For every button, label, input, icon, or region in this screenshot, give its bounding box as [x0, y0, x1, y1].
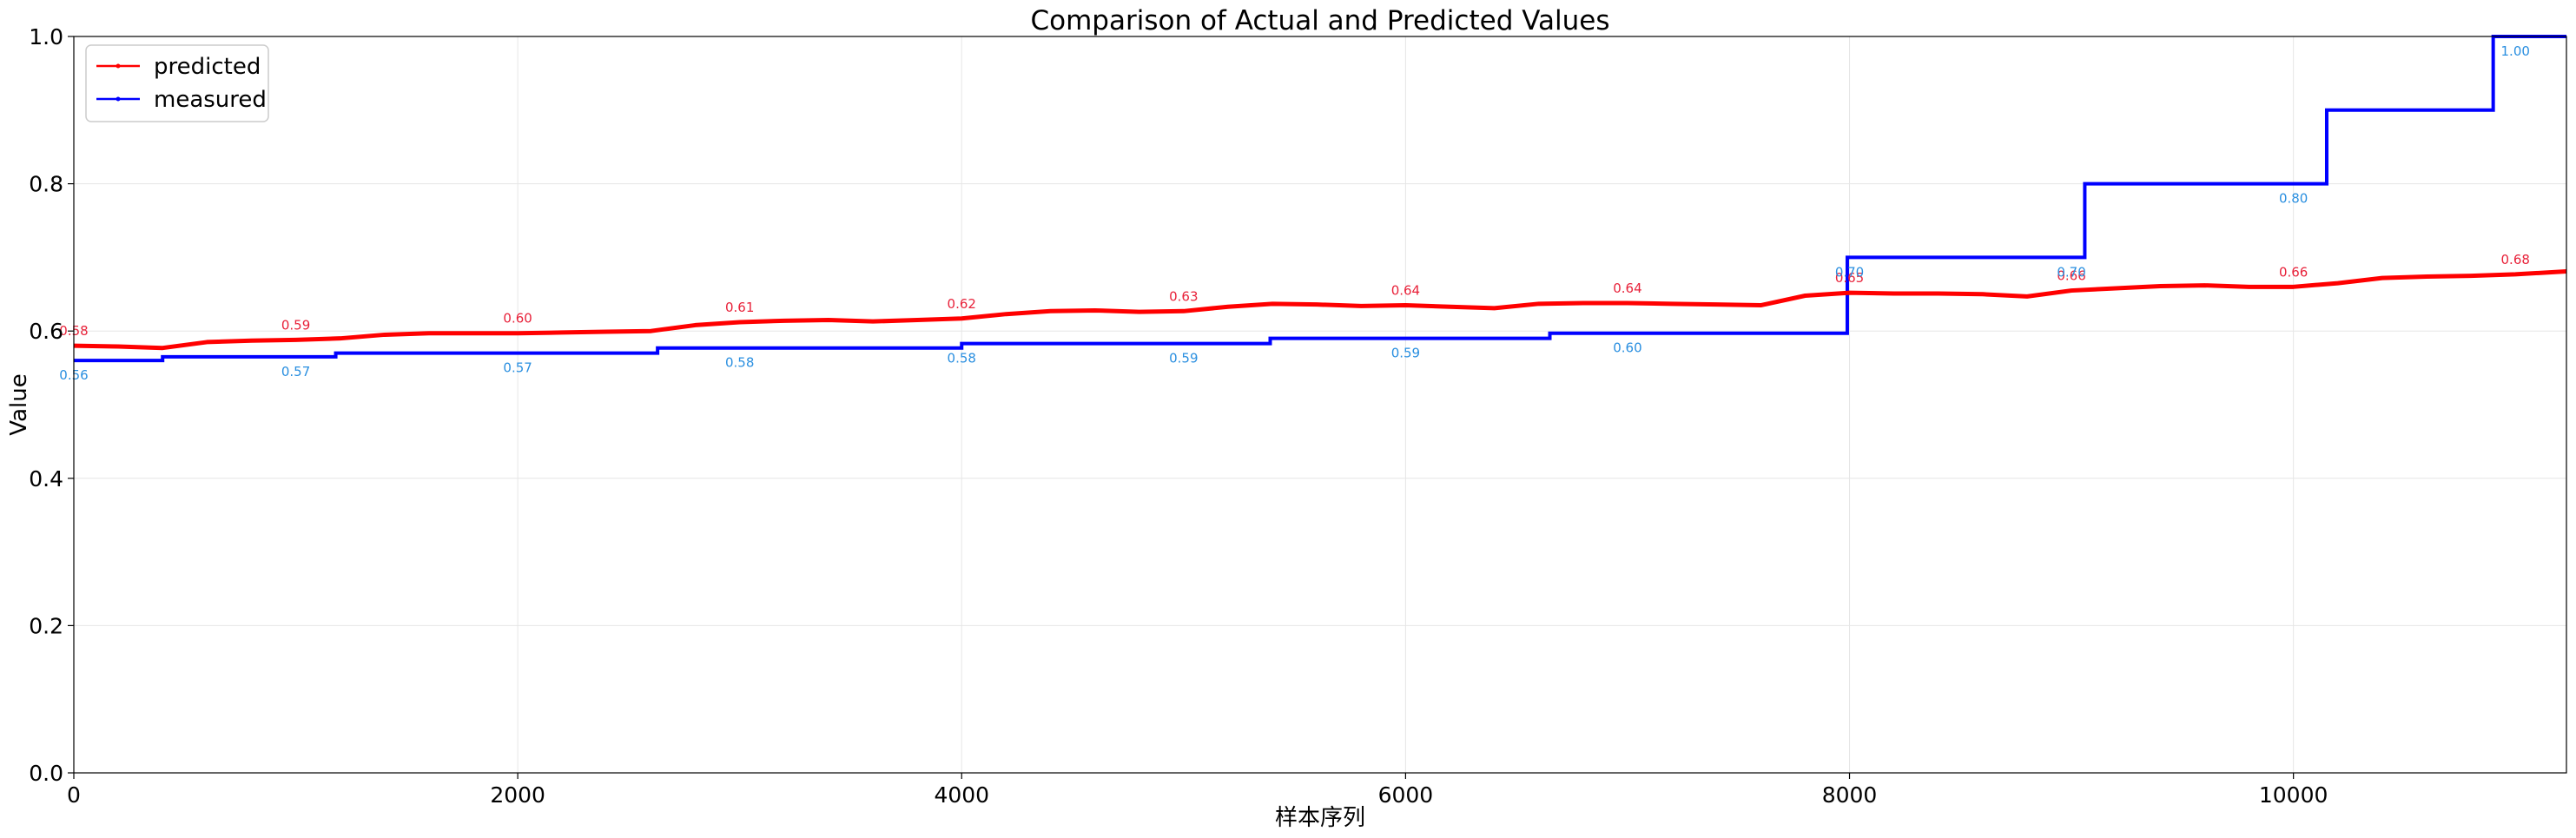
measured-data-label: 0.60 [1613, 340, 1641, 356]
y-tick-label: 1.0 [29, 24, 63, 49]
predicted-data-label: 0.65 [1835, 270, 1864, 286]
measured-data-label: 0.59 [1169, 351, 1198, 366]
predicted-data-label: 0.64 [1391, 283, 1420, 299]
measured-data-label: 0.70 [1835, 264, 1864, 280]
predicted-data-label: 0.61 [725, 300, 754, 315]
y-tick-label: 0.2 [29, 613, 63, 638]
legend: predicted measured [85, 44, 269, 122]
predicted-data-label: 0.66 [2279, 264, 2308, 280]
predicted-data-label: 0.63 [1169, 288, 1198, 304]
measured-data-label: 1.00 [2501, 43, 2530, 59]
predicted-data-label: 0.66 [2057, 268, 2085, 284]
axis-ticks: 0 2000 4000 6000 8000 10000 0.0 0.2 0.4 0.6 0.8 1.0 [29, 24, 2328, 808]
measured-data-label: 0.57 [281, 364, 310, 379]
series-predicted-line [73, 269, 2567, 351]
chart-title: Comparison of Actual and Predicted Value… [1031, 5, 1610, 36]
x-tick-label: 10000 [2259, 782, 2328, 808]
x-axis-title: 样本序列 [1275, 805, 1365, 831]
x-tick-label: 0 [67, 782, 81, 808]
measured-data-label: 0.70 [2057, 264, 2085, 280]
plot-frame [73, 36, 2567, 774]
predicted-data-label: 0.64 [1613, 280, 1641, 296]
y-tick-label: 0.8 [29, 172, 63, 197]
predicted-data-label: 0.68 [2501, 252, 2530, 267]
x-tick-label: 2000 [490, 782, 545, 808]
x-tick-label: 8000 [1822, 782, 1878, 808]
legend-marker-measured [116, 96, 121, 102]
measured-data-label: 0.57 [503, 360, 532, 376]
legend-box [85, 44, 269, 122]
y-tick-label: 0.4 [29, 466, 63, 492]
x-tick-label: 6000 [1378, 782, 1434, 808]
measured-data-label: 0.58 [725, 355, 754, 371]
series-layer [73, 35, 2567, 363]
legend-label-predicted: predicted [154, 54, 261, 80]
y-axis-title: Value [6, 373, 32, 435]
measured-data-label: 0.80 [2279, 191, 2308, 207]
predicted-data-label: 0.62 [948, 296, 976, 312]
annotation-layer: 0.58 0.59 0.60 0.61 0.62 0.63 0.64 0.64 0.65 0.66… [59, 43, 2530, 383]
y-tick-label: 0.0 [29, 761, 63, 786]
legend-label-measured: measured [154, 87, 267, 113]
y-tick-label: 0.6 [29, 319, 63, 344]
measured-data-label: 0.58 [948, 351, 976, 366]
predicted-data-label: 0.60 [503, 311, 532, 327]
measured-data-label: 0.59 [1391, 346, 1420, 361]
x-tick-label: 4000 [934, 782, 989, 808]
predicted-data-label: 0.59 [281, 317, 310, 333]
legend-marker-predicted [116, 63, 121, 69]
series-measured-line [74, 35, 2566, 363]
